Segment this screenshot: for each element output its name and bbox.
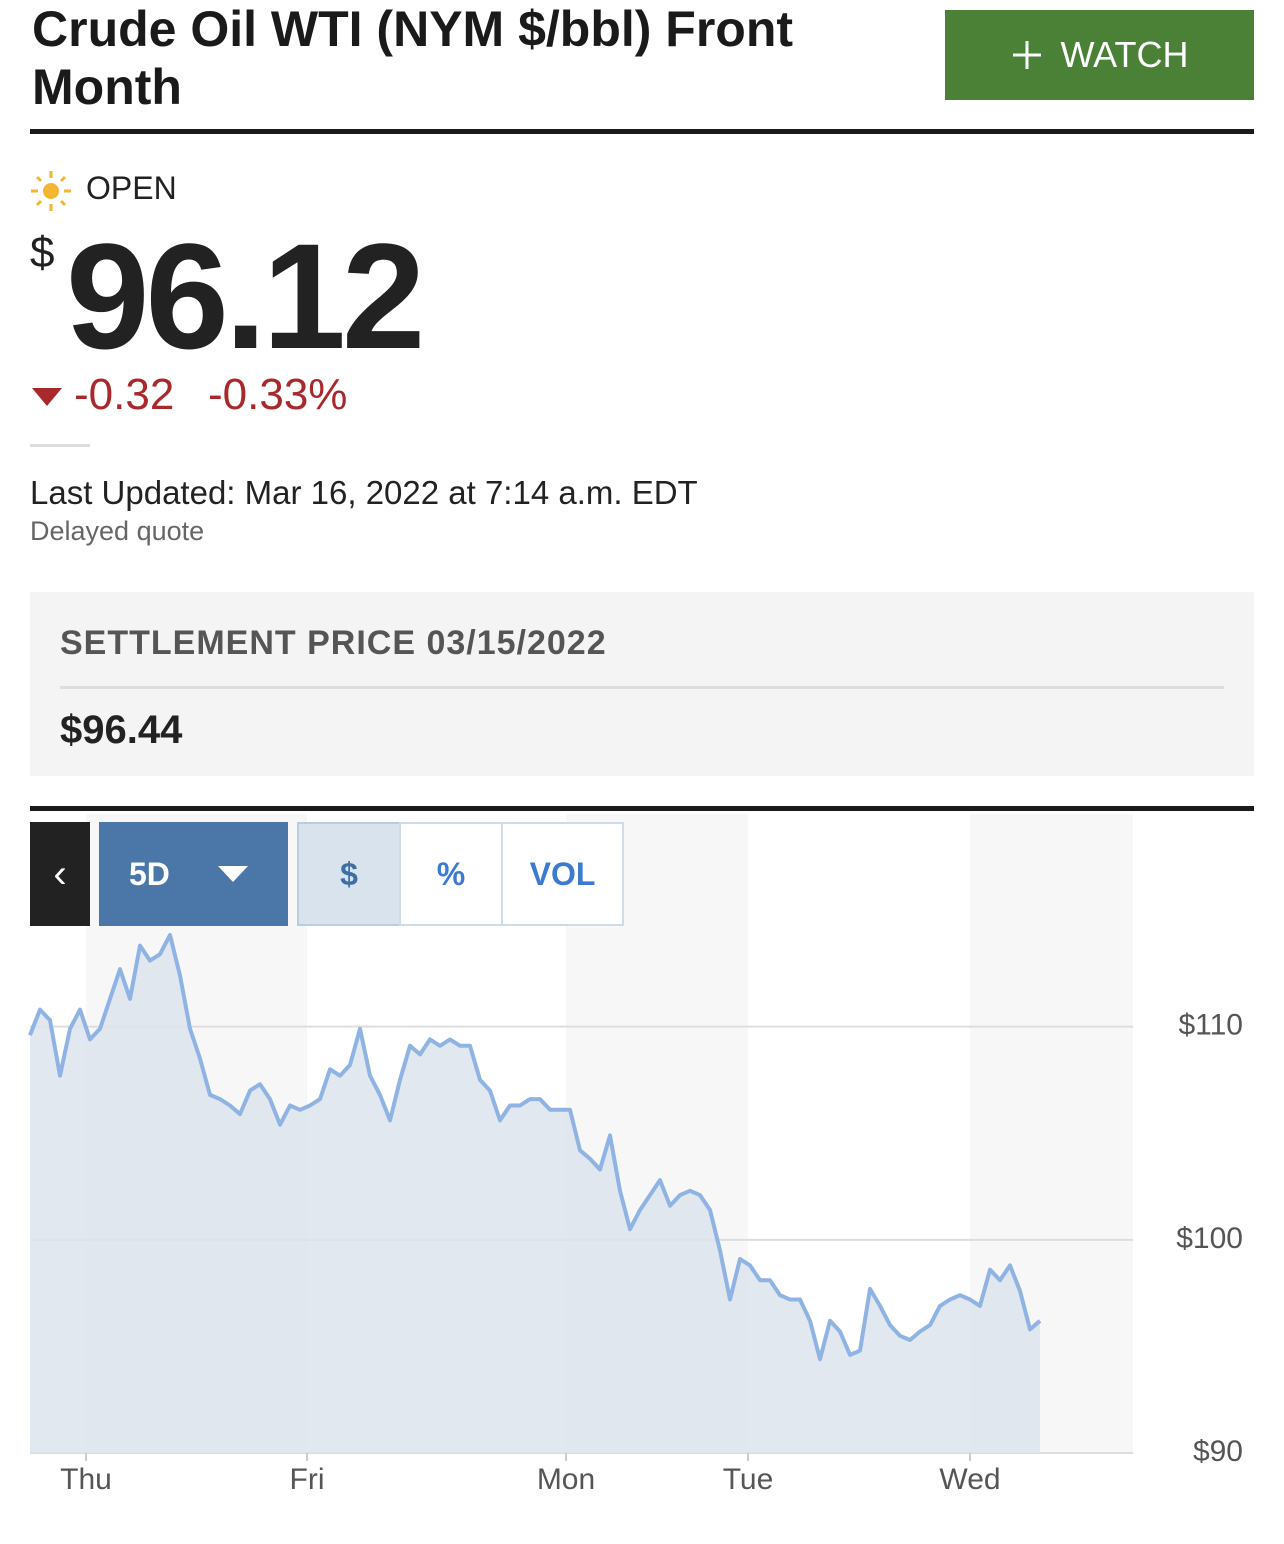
settlement-box: SETTLEMENT PRICE 03/15/2022 $96.44 (30, 592, 1254, 776)
y-tick-label: $110 (1178, 1009, 1243, 1042)
mode-button[interactable]: % (399, 822, 503, 926)
divider (30, 444, 90, 447)
down-arrow (32, 388, 62, 406)
x-tick-label: Mon (537, 1463, 595, 1496)
mode-button[interactable]: VOL (501, 822, 624, 926)
range-button[interactable]: 5D (99, 822, 288, 926)
settlement-value: $96.44 (60, 708, 183, 752)
change: -0.32 (74, 370, 175, 419)
x-tick-label: Fri (290, 1463, 325, 1496)
mode-button[interactable]: $ (297, 822, 401, 926)
back-button[interactable]: ‹ (30, 822, 90, 926)
divider (30, 806, 1254, 811)
settlement-label: SETTLEMENT PRICE 03/15/2022 (60, 624, 607, 662)
x-tick-label: Tue (723, 1463, 774, 1496)
divider (30, 129, 1254, 134)
dropdown-arrow (217, 866, 248, 882)
delay-note: Delayed quote (30, 516, 205, 546)
range-label: 5D (129, 855, 170, 892)
watch-button[interactable]: WATCH (945, 10, 1254, 100)
x-tick-label: Wed (939, 1463, 1000, 1496)
change-percent: -0.33% (208, 370, 348, 419)
last-updated: Last Updated: Mar 16, 2022 at 7:14 a.m. … (30, 474, 698, 511)
sun-icon (31, 171, 71, 211)
area (30, 935, 1040, 1453)
watch-label: WATCH (1060, 34, 1189, 75)
divider (60, 686, 1224, 689)
title: Crude Oil WTI (NYM $/bbl) Front Month (32, 1, 794, 115)
y-tick-label: $90 (1193, 1435, 1243, 1468)
plus-icon (1012, 41, 1041, 69)
market-status: OPEN (86, 170, 177, 206)
price: 96.12 (66, 212, 425, 380)
x-tick-label: Thu (60, 1463, 112, 1496)
y-tick-label: $100 (1176, 1222, 1243, 1255)
price-line (28, 933, 1042, 1362)
chart: $90 $100 $110 Thu Fri Mon Tue Wed (28, 814, 1243, 1496)
currency: $ (30, 228, 55, 277)
